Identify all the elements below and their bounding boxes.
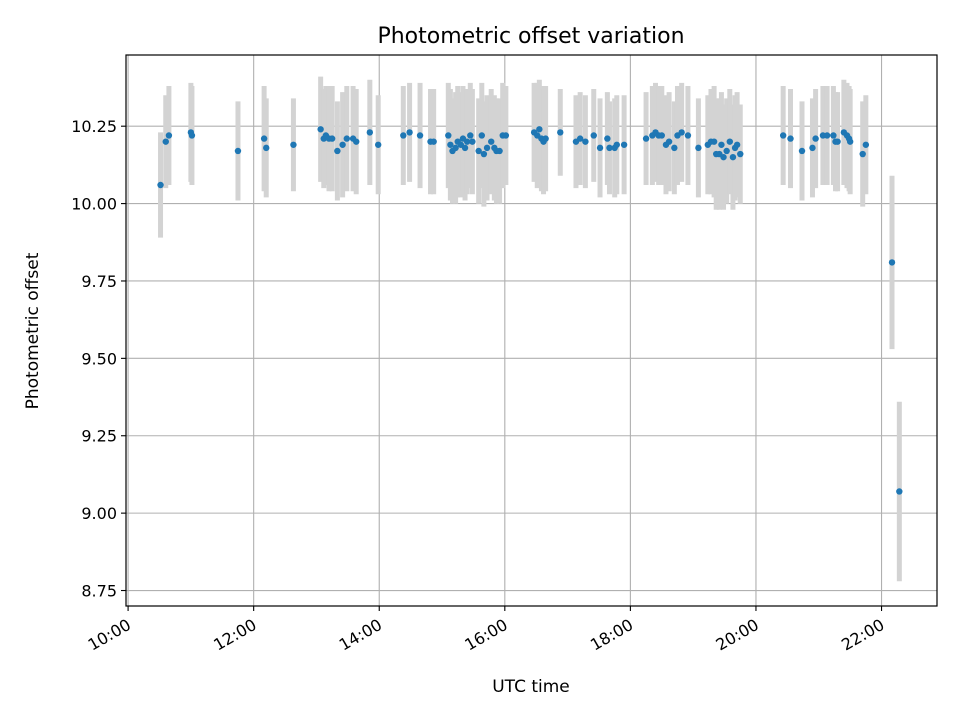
data-point: [445, 132, 452, 139]
data-point: [888, 259, 896, 266]
y-axis-ticks: 8.75 9.00 9.25 9.50 9.75 10.00 10.25: [71, 117, 126, 601]
y-tick-label: 9.75: [81, 272, 117, 291]
data-point: [596, 144, 604, 152]
data-point: [290, 141, 297, 148]
data-point: [613, 141, 620, 148]
data-point: [710, 138, 718, 145]
data-point: [463, 138, 471, 145]
data-point: [343, 135, 351, 142]
data-point: [461, 144, 469, 152]
data-point: [366, 129, 374, 136]
data-point: [862, 141, 870, 148]
data-point: [798, 147, 806, 155]
data-point: [812, 135, 819, 142]
data-point: [502, 132, 510, 139]
data-point: [478, 132, 485, 139]
data-point: [467, 132, 474, 139]
data-point: [536, 126, 543, 133]
data-point: [582, 138, 589, 145]
y-tick-label: 9.00: [81, 504, 117, 523]
data-point: [723, 147, 730, 155]
data-point: [658, 132, 665, 139]
data-point: [718, 141, 725, 148]
y-tick-label: 8.75: [81, 582, 117, 601]
y-axis-label: Photometric offset: [23, 252, 43, 409]
data-point: [334, 147, 341, 155]
data-point: [317, 126, 324, 133]
data-point: [157, 181, 164, 189]
data-point: [590, 132, 597, 139]
data-point: [726, 138, 734, 145]
chart-title: Photometric offset variation: [377, 24, 684, 49]
data-point: [328, 135, 336, 142]
data-point: [542, 135, 549, 142]
data-point: [475, 147, 482, 155]
data-points: [157, 126, 903, 495]
data-point: [488, 138, 495, 145]
plot-frame: [125, 54, 938, 607]
data-point: [339, 141, 346, 148]
data-point: [263, 144, 270, 152]
data-point: [374, 141, 382, 148]
data-point: [576, 135, 584, 142]
y-tick-label: 10.25: [71, 117, 117, 136]
data-point: [604, 135, 611, 142]
data-point: [483, 144, 491, 152]
data-point: [353, 138, 360, 145]
data-point: [447, 141, 454, 148]
data-point: [729, 153, 737, 161]
data-point: [671, 144, 678, 152]
data-point: [834, 138, 841, 145]
data-point: [896, 488, 903, 495]
data-point: [400, 132, 407, 139]
data-point: [720, 153, 727, 161]
data-point: [620, 141, 628, 148]
data-point: [787, 135, 794, 142]
data-point: [665, 138, 673, 145]
data-point: [188, 132, 196, 139]
data-point: [557, 129, 564, 136]
data-point: [859, 150, 866, 158]
data-point: [416, 132, 424, 139]
data-point: [480, 150, 488, 158]
data-point: [496, 147, 503, 155]
y-tick-label: 9.25: [81, 427, 117, 446]
x-axis-label: UTC time: [492, 677, 570, 697]
data-point: [823, 132, 831, 139]
data-point: [779, 132, 787, 139]
data-point: [165, 132, 173, 139]
data-point: [678, 129, 685, 136]
data-point: [430, 138, 437, 145]
data-point: [162, 138, 169, 145]
data-point: [733, 141, 741, 148]
y-tick-label: 9.50: [81, 349, 117, 368]
data-point: [606, 144, 613, 152]
data-point: [737, 150, 744, 158]
data-point: [830, 132, 837, 139]
data-point: [642, 135, 650, 142]
data-point: [809, 144, 816, 152]
data-point: [406, 129, 413, 136]
data-point: [846, 138, 854, 145]
data-point: [469, 138, 476, 145]
y-tick-label: 10.00: [71, 195, 117, 214]
data-point: [684, 132, 692, 139]
data-point: [452, 144, 459, 152]
data-point: [260, 135, 268, 142]
data-point: [695, 144, 702, 152]
data-point: [234, 147, 242, 155]
